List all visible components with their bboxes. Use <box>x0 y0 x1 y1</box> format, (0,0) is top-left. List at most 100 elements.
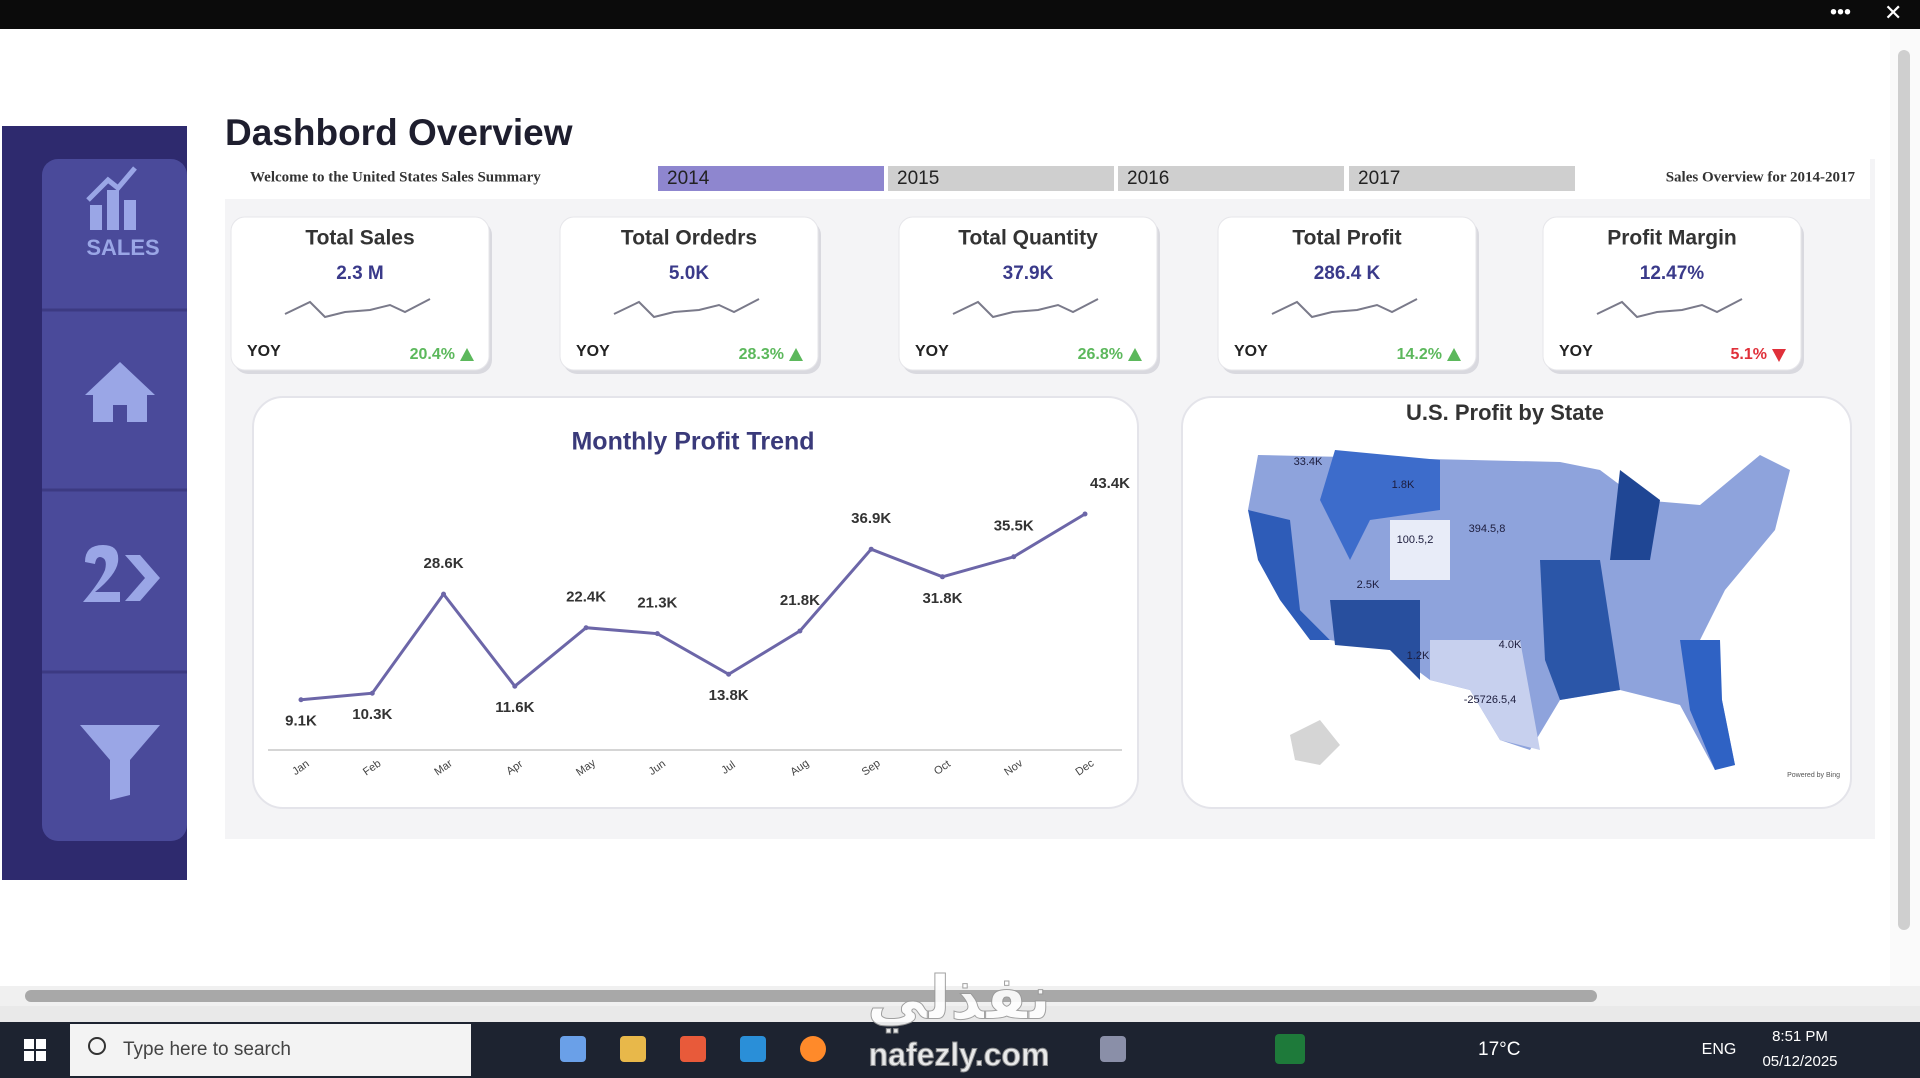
taskbar-apps <box>560 1034 1305 1064</box>
excel-icon[interactable] <box>1275 1034 1305 1064</box>
state-label: 1.8K <box>1392 479 1415 491</box>
kpi-trend-arrow <box>1447 348 1461 361</box>
search-icon <box>88 1037 106 1055</box>
app-icon[interactable] <box>560 1036 586 1062</box>
kpi-trend-arrow <box>460 348 474 361</box>
kpi-yoy-label: YOY <box>1234 343 1268 360</box>
kpi-card <box>898 216 1158 371</box>
map-base <box>1248 455 1790 770</box>
alaska <box>1290 720 1340 765</box>
data-point <box>654 631 660 637</box>
app-icon[interactable] <box>620 1036 646 1062</box>
window-titlebar <box>0 0 1920 29</box>
kpi-sparkline <box>1596 298 1743 319</box>
region <box>1320 450 1440 560</box>
year-tab-label[interactable]: 2016 <box>1127 168 1169 189</box>
region <box>1680 640 1735 770</box>
data-point <box>583 625 589 631</box>
map-labels: 33.4K 1.8K 100.5,2 394.5,8 2.5K 4.0K -25726.5,… <box>1294 456 1522 706</box>
year-tab-label[interactable]: 2017 <box>1358 168 1400 189</box>
kpi-value: 12.47% <box>1640 263 1705 284</box>
app-icon[interactable] <box>1100 1036 1126 1062</box>
language[interactable]: ENG <box>1702 1041 1737 1058</box>
year-tab[interactable] <box>1349 166 1575 191</box>
filter-icon[interactable] <box>80 725 160 800</box>
kpi-sparkline <box>284 298 431 319</box>
region <box>1330 600 1420 680</box>
app-icon[interactable] <box>800 1036 826 1062</box>
kpi-title: Total Profit <box>1292 227 1401 250</box>
kpi-change: 5.1% <box>1731 346 1767 363</box>
state-label: -25726.5,4 <box>1464 694 1517 706</box>
data-point <box>298 697 304 703</box>
scroll-thumb-h[interactable] <box>25 990 1597 1002</box>
watermark-url: nafezly.com <box>869 1036 1050 1072</box>
logo-text: SALES <box>86 235 159 260</box>
year-tab[interactable] <box>888 166 1114 191</box>
home-icon[interactable] <box>85 362 155 422</box>
search-box[interactable] <box>70 1024 471 1076</box>
scroll-thumb-v[interactable] <box>1898 50 1910 930</box>
overview-text: Sales Overview for 2014-2017 <box>1666 169 1856 185</box>
data-label: 10.3K <box>352 706 392 723</box>
watermark-arabic: نفذلي <box>867 964 1051 1034</box>
kpi-yoy-label: YOY <box>576 343 610 360</box>
data-point <box>939 574 945 580</box>
clock-date[interactable]: 05/12/2025 <box>1762 1053 1837 1070</box>
data-point <box>1011 554 1017 560</box>
kpi-title: Total Ordedrs <box>621 227 757 250</box>
clock-time[interactable]: 8:51 PM <box>1772 1028 1828 1045</box>
kpi-sparkline <box>1271 298 1418 319</box>
kpi-yoy-label: YOY <box>1559 343 1593 360</box>
search-placeholder[interactable]: Type here to search <box>123 1039 291 1060</box>
kpi-yoy-label: YOY <box>915 343 949 360</box>
us-map <box>1248 450 1790 770</box>
app-icon[interactable] <box>740 1036 766 1062</box>
data-label: 35.5K <box>994 518 1034 535</box>
region <box>1390 520 1450 580</box>
chart-title: Monthly Profit Trend <box>571 428 814 456</box>
data-point <box>868 546 874 552</box>
kpi-trend-arrow <box>1128 348 1142 361</box>
region <box>1430 640 1540 750</box>
map-title: U.S. Profit by State <box>1406 400 1604 425</box>
kpi-row: Total Sales 2.3 M YOY 20.4% Total Ordedrs 5.0… <box>230 216 1804 374</box>
logo-icon <box>86 166 137 230</box>
menu-dots[interactable]: ••• <box>1830 1 1851 23</box>
weather[interactable]: 17°C <box>1478 1039 1520 1060</box>
kpi-value: 5.0K <box>669 263 709 284</box>
region <box>1610 470 1660 560</box>
data-label: 11.6K <box>495 699 534 716</box>
data-label: 22.4K <box>566 589 606 606</box>
year-tab-label[interactable]: 2014 <box>667 168 710 189</box>
region <box>1248 510 1330 640</box>
year-tab[interactable] <box>1118 166 1344 191</box>
kpi-title: Total Sales <box>305 227 414 250</box>
data-label: 13.8K <box>709 687 749 704</box>
kpi-trend-arrow <box>1772 349 1786 362</box>
kpi-card <box>559 216 819 371</box>
kpi-sparkline <box>613 298 760 319</box>
year-tab-label[interactable]: 2015 <box>897 168 939 189</box>
status-bar <box>0 1006 1920 1022</box>
kpi-change: 26.8% <box>1078 346 1123 363</box>
year-tab[interactable] <box>658 166 884 191</box>
state-label: 33.4K <box>1294 456 1323 468</box>
data-point <box>369 690 375 696</box>
next-icon[interactable] <box>83 545 160 602</box>
page-title: Dashbord Overview <box>225 112 573 153</box>
map-credit: Powered by Bing <box>1787 772 1840 779</box>
data-label: 21.8K <box>780 592 820 609</box>
close-button[interactable]: ✕ <box>1884 0 1902 25</box>
data-label: 28.6K <box>424 555 464 572</box>
profit-line <box>300 512 1086 702</box>
state-label: 100.5,2 <box>1397 534 1434 546</box>
kpi-change: 14.2% <box>1397 346 1442 363</box>
data-point <box>726 671 732 677</box>
app-icon[interactable] <box>680 1036 706 1062</box>
chart-panel <box>252 396 1139 809</box>
data-point <box>1082 511 1088 517</box>
start-button[interactable] <box>24 1039 46 1061</box>
